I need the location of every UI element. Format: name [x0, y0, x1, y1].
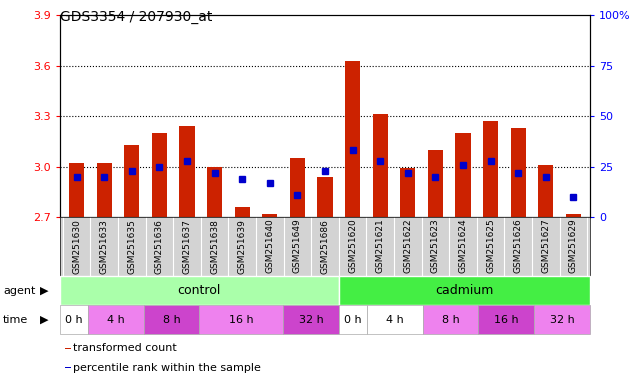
Text: GSM251625: GSM251625 — [486, 219, 495, 273]
Bar — [283, 305, 339, 334]
Text: 8 h: 8 h — [442, 314, 459, 325]
Text: 32 h: 32 h — [298, 314, 324, 325]
Text: GSM251624: GSM251624 — [459, 219, 468, 273]
Text: GSM251640: GSM251640 — [265, 219, 274, 273]
Bar — [97, 163, 112, 217]
Text: 16 h: 16 h — [494, 314, 519, 325]
Bar — [290, 158, 305, 217]
Bar — [124, 145, 139, 217]
Bar — [456, 133, 471, 217]
Bar — [65, 367, 71, 368]
Bar — [428, 150, 443, 217]
Text: GDS3354 / 207930_at: GDS3354 / 207930_at — [60, 10, 212, 23]
Text: GSM251620: GSM251620 — [348, 219, 357, 273]
Text: agent: agent — [3, 286, 35, 296]
Bar — [372, 114, 388, 217]
Text: GSM251621: GSM251621 — [375, 219, 385, 273]
Text: cadmium: cadmium — [435, 285, 493, 297]
Bar — [483, 121, 498, 217]
Text: GSM251626: GSM251626 — [514, 219, 522, 273]
Text: GSM251627: GSM251627 — [541, 219, 550, 273]
Text: GSM251686: GSM251686 — [321, 219, 329, 274]
Bar — [317, 177, 333, 217]
Text: GSM251623: GSM251623 — [431, 219, 440, 273]
Text: GSM251630: GSM251630 — [72, 219, 81, 274]
Bar — [538, 165, 553, 217]
Bar — [60, 305, 88, 334]
Text: time: time — [3, 314, 28, 325]
Bar — [367, 305, 423, 334]
Bar — [69, 163, 84, 217]
Text: GSM251635: GSM251635 — [127, 219, 136, 274]
Bar — [65, 348, 71, 349]
Text: GSM251637: GSM251637 — [182, 219, 191, 274]
Bar — [339, 305, 367, 334]
Bar — [262, 214, 278, 217]
Text: GSM251636: GSM251636 — [155, 219, 164, 274]
Text: GSM251638: GSM251638 — [210, 219, 219, 274]
Text: ▶: ▶ — [40, 286, 48, 296]
Text: GSM251649: GSM251649 — [293, 219, 302, 273]
Text: 0 h: 0 h — [65, 314, 83, 325]
Text: GSM251622: GSM251622 — [403, 219, 412, 273]
Bar — [534, 305, 590, 334]
Bar — [235, 207, 250, 217]
Bar — [339, 276, 590, 305]
Bar — [510, 128, 526, 217]
Text: 4 h: 4 h — [107, 314, 124, 325]
Bar — [144, 305, 199, 334]
Text: 8 h: 8 h — [163, 314, 180, 325]
Bar — [345, 61, 360, 217]
Text: GSM251629: GSM251629 — [569, 219, 578, 273]
Bar — [566, 214, 581, 217]
Text: GSM251633: GSM251633 — [100, 219, 109, 274]
Bar — [423, 305, 478, 334]
Bar — [179, 126, 194, 217]
Text: percentile rank within the sample: percentile rank within the sample — [73, 363, 261, 373]
Text: control: control — [178, 285, 221, 297]
Text: 32 h: 32 h — [550, 314, 574, 325]
Text: GSM251639: GSM251639 — [238, 219, 247, 274]
Text: 0 h: 0 h — [344, 314, 362, 325]
Bar — [199, 305, 283, 334]
Text: 4 h: 4 h — [386, 314, 404, 325]
Bar — [207, 167, 222, 217]
Text: ▶: ▶ — [40, 314, 48, 325]
Bar — [478, 305, 534, 334]
Text: 16 h: 16 h — [229, 314, 254, 325]
Bar — [88, 305, 144, 334]
Bar — [400, 168, 415, 217]
Text: transformed count: transformed count — [73, 343, 177, 353]
Bar — [151, 133, 167, 217]
Bar — [60, 276, 339, 305]
